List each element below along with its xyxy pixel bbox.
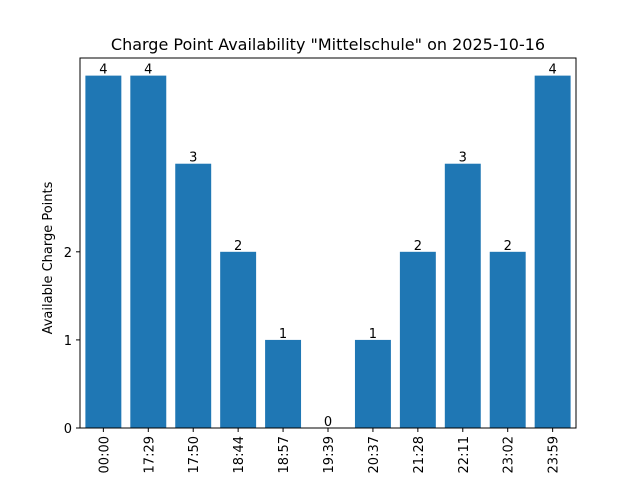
bar-value-labels: 4 4 3 2 1 0 1 2 3 2 4 xyxy=(99,63,557,430)
y-axis-ticks: 0 1 2 xyxy=(64,246,80,437)
y-axis-label: Available Charge Points xyxy=(41,181,56,334)
bar-20:37 xyxy=(354,339,391,428)
bar-17:29 xyxy=(130,75,167,428)
bar-value-label: 2 xyxy=(414,239,422,254)
x-tick-label: 22:11 xyxy=(457,436,472,473)
bar-value-label: 0 xyxy=(324,415,332,430)
x-tick-label: 23:59 xyxy=(547,436,562,473)
bar-18:57 xyxy=(265,339,302,428)
bars-group xyxy=(85,75,571,428)
x-tick-label: 17:29 xyxy=(142,436,157,473)
bar-value-label: 1 xyxy=(279,327,287,342)
bar-23:02 xyxy=(489,251,526,428)
plot-area-frame xyxy=(79,57,577,429)
bar-value-label: 4 xyxy=(548,63,556,78)
bar-23:59 xyxy=(534,75,571,428)
x-tick-label: 19:39 xyxy=(322,436,337,473)
bar-value-label: 4 xyxy=(99,63,107,78)
y-tick-label: 2 xyxy=(64,246,72,261)
x-tick-label: 17:50 xyxy=(187,436,202,473)
x-axis-ticks: 00:00 17:29 17:50 18:44 18:57 19:39 20:37 21:28… xyxy=(97,428,562,473)
bar-21:28 xyxy=(399,251,436,428)
x-tick-label: 23:02 xyxy=(502,436,517,473)
bar-value-label: 4 xyxy=(144,63,152,78)
bar-22:11 xyxy=(444,163,481,428)
bar-18:44 xyxy=(220,251,257,428)
y-tick-label: 0 xyxy=(64,422,72,437)
x-tick-label: 18:44 xyxy=(232,436,247,473)
bar-00:00 xyxy=(85,75,122,428)
x-tick-label: 18:57 xyxy=(277,436,292,473)
chart-title: Charge Point Availability "Mittelschule"… xyxy=(111,35,545,54)
bar-17:50 xyxy=(175,163,212,428)
x-tick-label: 00:00 xyxy=(97,436,112,473)
bar-value-label: 3 xyxy=(459,151,467,166)
bar-value-label: 2 xyxy=(234,239,242,254)
x-tick-label: 21:28 xyxy=(412,436,427,473)
x-tick-label: 20:37 xyxy=(367,436,382,473)
bar-value-label: 2 xyxy=(504,239,512,254)
bar-value-label: 1 xyxy=(369,327,377,342)
bar-value-label: 3 xyxy=(189,151,197,166)
y-tick-label: 1 xyxy=(64,334,72,349)
